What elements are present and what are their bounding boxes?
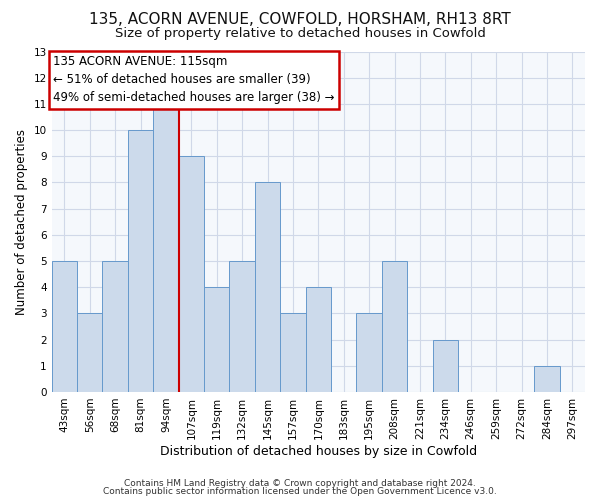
Text: Size of property relative to detached houses in Cowfold: Size of property relative to detached ho… <box>115 28 485 40</box>
Bar <box>305 287 331 392</box>
Text: 135, ACORN AVENUE, COWFOLD, HORSHAM, RH13 8RT: 135, ACORN AVENUE, COWFOLD, HORSHAM, RH1… <box>89 12 511 28</box>
Bar <box>534 366 560 392</box>
Bar <box>433 340 458 392</box>
Bar <box>103 261 128 392</box>
Bar <box>128 130 153 392</box>
Text: Contains HM Land Registry data © Crown copyright and database right 2024.: Contains HM Land Registry data © Crown c… <box>124 478 476 488</box>
Bar <box>255 182 280 392</box>
X-axis label: Distribution of detached houses by size in Cowfold: Distribution of detached houses by size … <box>160 444 477 458</box>
Bar <box>382 261 407 392</box>
Bar <box>204 287 229 392</box>
Bar <box>52 261 77 392</box>
Text: 135 ACORN AVENUE: 115sqm
← 51% of detached houses are smaller (39)
49% of semi-d: 135 ACORN AVENUE: 115sqm ← 51% of detach… <box>53 56 334 104</box>
Text: Contains public sector information licensed under the Open Government Licence v3: Contains public sector information licen… <box>103 487 497 496</box>
Bar <box>229 261 255 392</box>
Bar <box>153 104 179 392</box>
Y-axis label: Number of detached properties: Number of detached properties <box>15 128 28 314</box>
Bar <box>280 314 305 392</box>
Bar <box>179 156 204 392</box>
Bar <box>77 314 103 392</box>
Bar <box>356 314 382 392</box>
